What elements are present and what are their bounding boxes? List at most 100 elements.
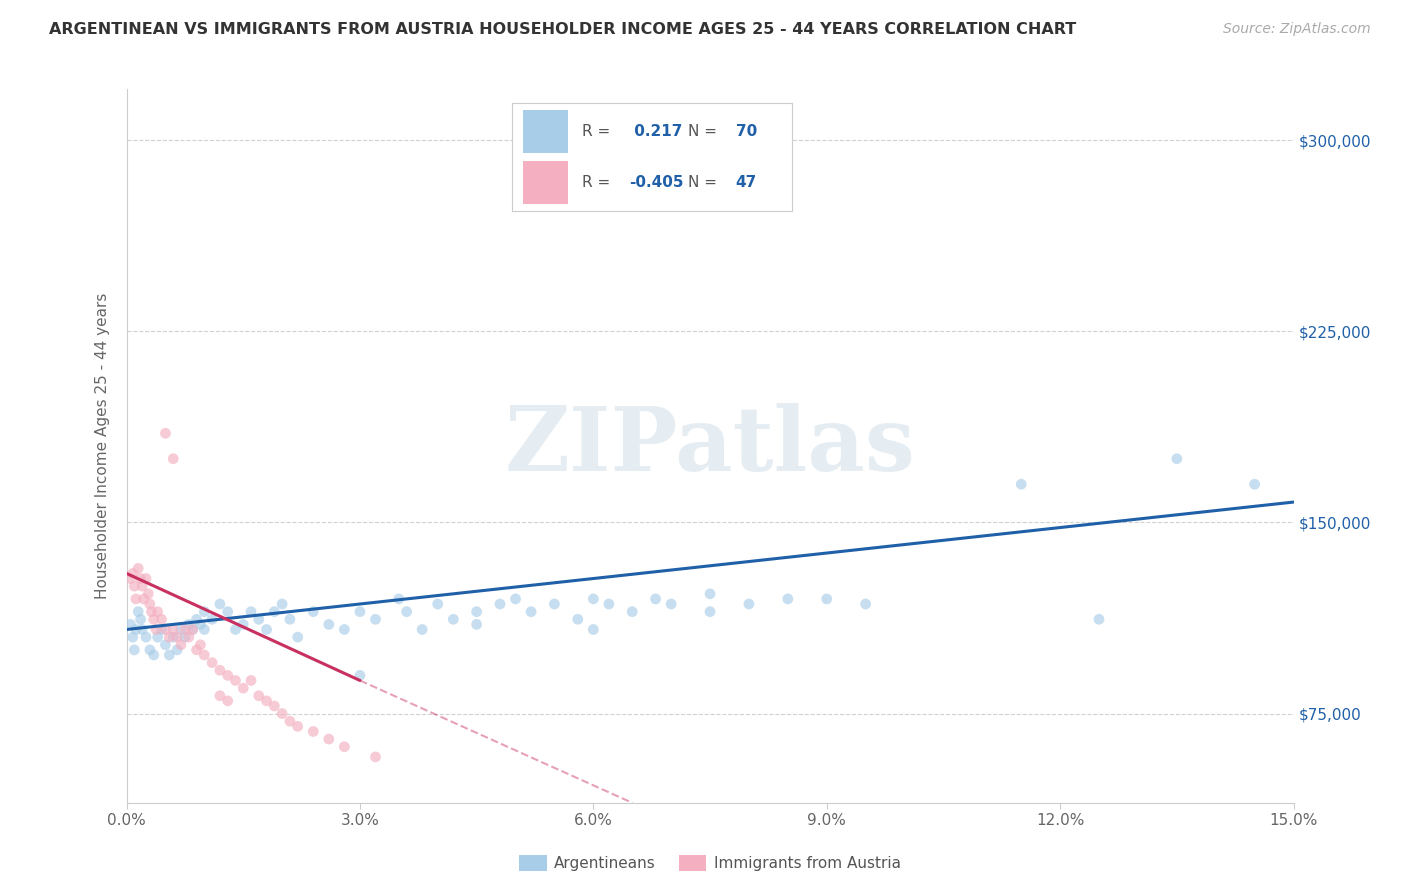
- Point: [124, 579, 146, 593]
- Text: ARGENTINEAN VS IMMIGRANTS FROM AUSTRIA HOUSEHOLDER INCOME AGES 25 - 44 YEARS COR: ARGENTINEAN VS IMMIGRANTS FROM AUSTRIA H…: [49, 22, 1077, 37]
- Point: [411, 623, 433, 637]
- Point: [170, 638, 193, 652]
- Point: [217, 668, 239, 682]
- Point: [318, 617, 340, 632]
- Point: [150, 623, 173, 637]
- Point: [256, 623, 278, 637]
- Point: [186, 612, 208, 626]
- Point: [302, 724, 325, 739]
- Point: [124, 643, 146, 657]
- Point: [232, 617, 254, 632]
- Point: [349, 605, 371, 619]
- Point: [395, 605, 418, 619]
- Point: [582, 591, 605, 606]
- Point: [699, 605, 721, 619]
- Point: [621, 605, 644, 619]
- Point: [135, 630, 157, 644]
- Point: [349, 668, 371, 682]
- Point: [125, 591, 148, 606]
- Point: [170, 623, 193, 637]
- Point: [121, 630, 143, 644]
- Point: [465, 605, 488, 619]
- Point: [333, 623, 356, 637]
- Point: [520, 605, 543, 619]
- Point: [659, 597, 682, 611]
- Point: [278, 612, 301, 626]
- Point: [247, 612, 270, 626]
- Point: [224, 623, 246, 637]
- Point: [177, 630, 200, 644]
- Point: [131, 623, 153, 637]
- Point: [388, 591, 411, 606]
- Point: [150, 612, 173, 626]
- Point: [217, 694, 239, 708]
- Point: [208, 597, 231, 611]
- Point: [1166, 451, 1188, 466]
- Point: [142, 612, 165, 626]
- Point: [146, 605, 169, 619]
- Point: [166, 630, 188, 644]
- Point: [232, 681, 254, 695]
- Point: [190, 617, 212, 632]
- Point: [855, 597, 877, 611]
- Point: [155, 426, 177, 441]
- Point: [278, 714, 301, 729]
- Point: [543, 597, 565, 611]
- Point: [162, 630, 184, 644]
- Point: [125, 623, 148, 637]
- Point: [333, 739, 356, 754]
- Point: [166, 643, 188, 657]
- Point: [776, 591, 799, 606]
- Text: Source: ZipAtlas.com: Source: ZipAtlas.com: [1223, 22, 1371, 37]
- Point: [1088, 612, 1111, 626]
- Point: [271, 706, 294, 721]
- Point: [174, 630, 197, 644]
- Point: [567, 612, 589, 626]
- Point: [208, 663, 231, 677]
- Point: [815, 591, 838, 606]
- Point: [240, 605, 263, 619]
- Point: [505, 591, 527, 606]
- Point: [287, 630, 309, 644]
- Point: [129, 572, 152, 586]
- Point: [155, 638, 177, 652]
- Point: [121, 566, 143, 581]
- Point: [142, 648, 165, 662]
- Point: [217, 605, 239, 619]
- Point: [146, 630, 169, 644]
- Point: [127, 605, 149, 619]
- Point: [162, 451, 184, 466]
- Point: [193, 605, 215, 619]
- Y-axis label: Householder Income Ages 25 - 44 years: Householder Income Ages 25 - 44 years: [94, 293, 110, 599]
- Point: [120, 617, 142, 632]
- Point: [364, 750, 387, 764]
- Point: [127, 561, 149, 575]
- Point: [177, 617, 200, 632]
- Point: [193, 623, 215, 637]
- Point: [247, 689, 270, 703]
- Point: [145, 623, 167, 637]
- Point: [489, 597, 512, 611]
- Point: [426, 597, 449, 611]
- Point: [190, 638, 212, 652]
- Point: [201, 656, 224, 670]
- Point: [1243, 477, 1265, 491]
- Point: [139, 597, 162, 611]
- Point: [263, 698, 285, 713]
- Point: [186, 643, 208, 657]
- Point: [120, 572, 142, 586]
- Point: [129, 612, 152, 626]
- Point: [271, 597, 294, 611]
- Point: [181, 623, 204, 637]
- Point: [157, 648, 180, 662]
- Point: [302, 605, 325, 619]
- Point: [263, 605, 285, 619]
- Point: [181, 623, 204, 637]
- Point: [193, 648, 215, 662]
- Point: [465, 617, 488, 632]
- Point: [136, 587, 159, 601]
- Point: [364, 612, 387, 626]
- Point: [644, 591, 666, 606]
- Point: [738, 597, 761, 611]
- Point: [131, 579, 153, 593]
